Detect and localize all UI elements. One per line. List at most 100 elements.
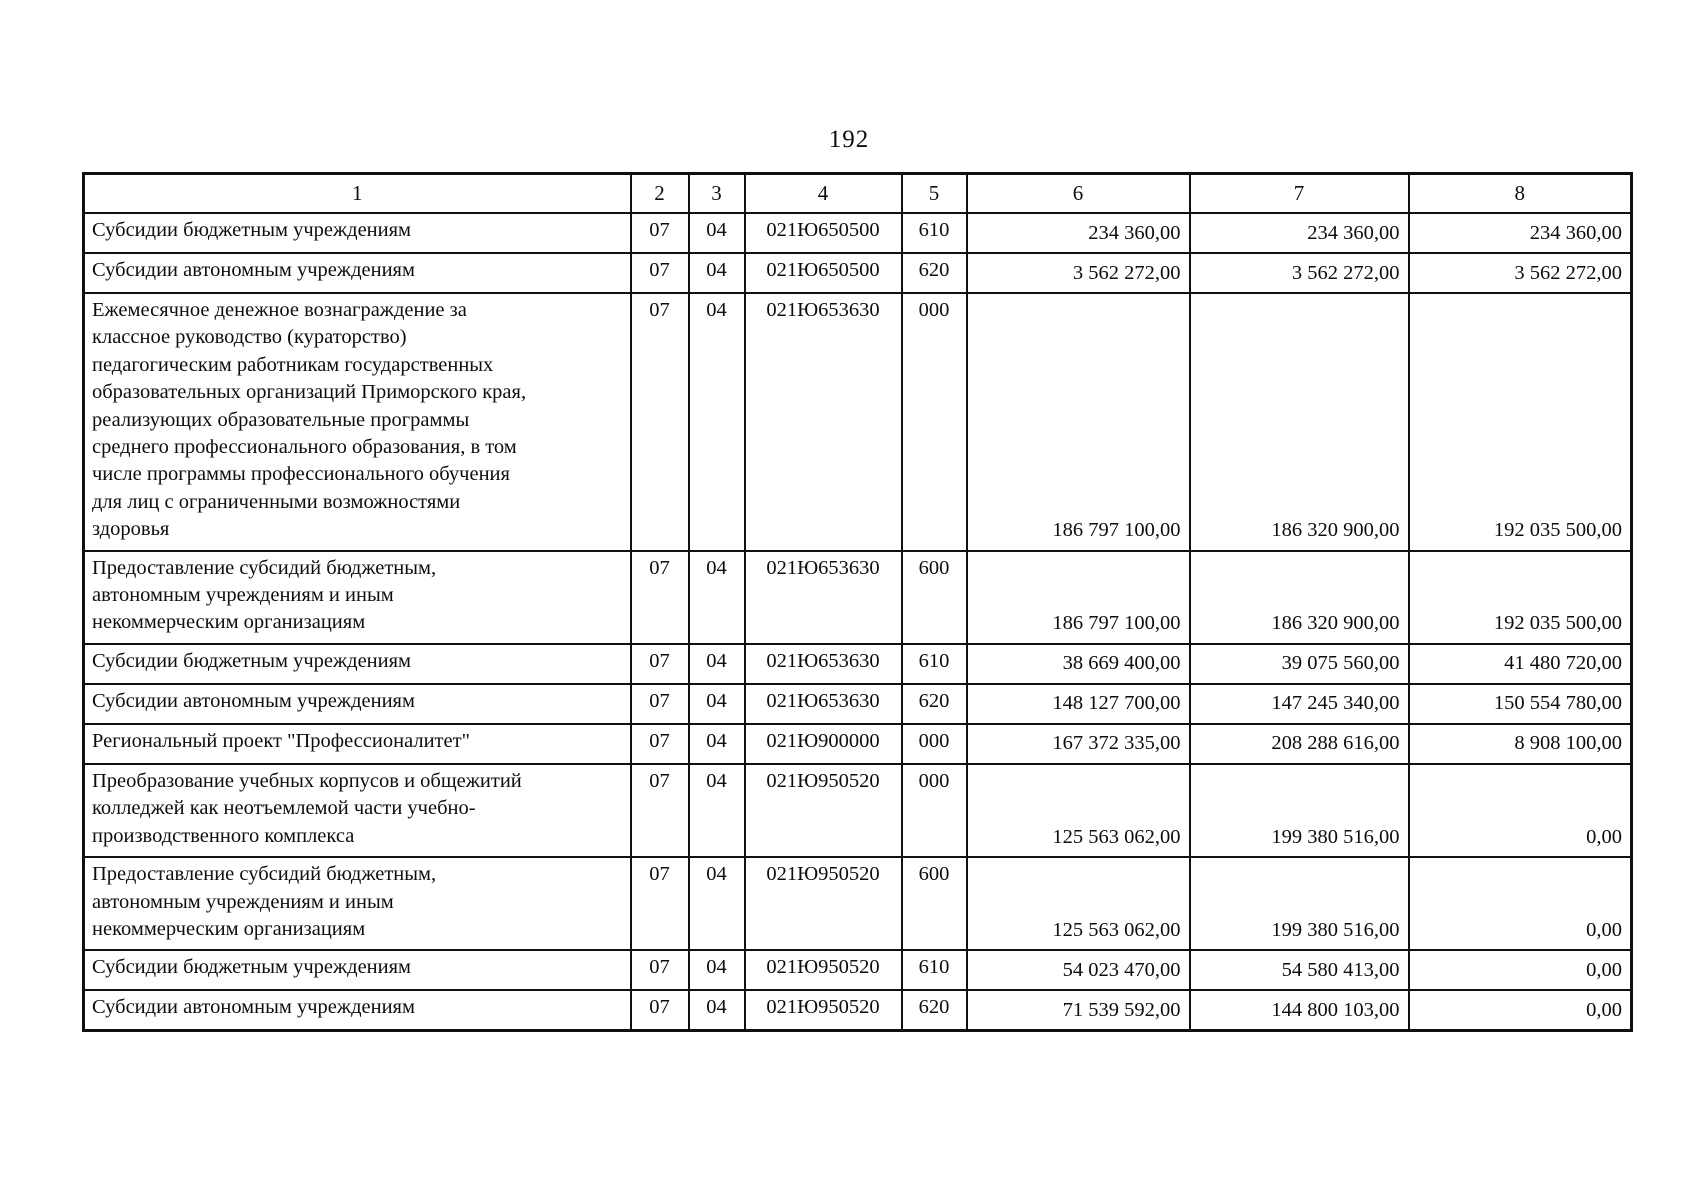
razdel-code-cell: 07: [629, 989, 690, 1032]
table-row: Субсидии бюджетным учреждениям 07 04 021…: [82, 642, 1633, 685]
target-article-cell: 021Ю950520: [743, 989, 903, 1032]
expense-type-cell: 610: [900, 949, 968, 992]
razdel-code-cell: 07: [629, 682, 690, 725]
target-article-cell: 021Ю650500: [743, 212, 903, 254]
amount-cell-col7: 186 320 900,00: [1188, 292, 1410, 552]
amount-cell-col7: 186 320 900,00: [1188, 549, 1410, 645]
table-row: Субсидии бюджетным учреждениям 07 04 021…: [82, 949, 1633, 992]
expense-name-cell: Субсидии бюджетным учреждениям: [82, 949, 632, 992]
table-body: Субсидии бюджетным учреждениям 07 04 021…: [82, 212, 1633, 1032]
target-article-cell: 021Ю950520: [743, 856, 903, 952]
podrazdel-code-cell: 04: [687, 292, 746, 552]
podrazdel-code-cell: 04: [687, 856, 746, 952]
expense-name-cell: Субсидии автономным учреждениям: [82, 252, 632, 294]
target-article-cell: 021Ю650500: [743, 252, 903, 294]
target-article-cell: 021Ю653630: [743, 642, 903, 685]
expense-type-cell: 620: [900, 252, 968, 294]
column-header-4: 4: [743, 172, 903, 214]
amount-cell-col8: 0,00: [1407, 856, 1633, 952]
table-row: Преобразование учебных корпусов и общежи…: [82, 762, 1633, 859]
expense-name-cell: Предоставление субсидий бюджетным, автон…: [82, 549, 632, 645]
expense-name-cell: Субсидии бюджетным учреждениям: [82, 212, 632, 254]
amount-cell-col8: 0,00: [1407, 989, 1633, 1032]
amount-cell-col6: 125 563 062,00: [965, 856, 1191, 952]
expense-name-cell: Предоставление субсидий бюджетным, автон…: [82, 856, 632, 952]
amount-cell-col6: 38 669 400,00: [965, 642, 1191, 685]
expense-type-cell: 600: [900, 549, 968, 645]
table-row: Субсидии автономным учреждениям 07 04 02…: [82, 989, 1633, 1032]
target-article-cell: 021Ю900000: [743, 722, 903, 765]
amount-cell-col6: 234 360,00: [965, 212, 1191, 254]
amount-cell-col6: 186 797 100,00: [965, 549, 1191, 645]
expense-name-cell: Субсидии автономным учреждениям: [82, 989, 632, 1032]
podrazdel-code-cell: 04: [687, 722, 746, 765]
column-header-8: 8: [1407, 172, 1633, 214]
amount-cell-col8: 192 035 500,00: [1407, 292, 1633, 552]
column-header-2: 2: [629, 172, 690, 214]
column-header-7: 7: [1188, 172, 1410, 214]
table-row: Предоставление субсидий бюджетным, автон…: [82, 549, 1633, 645]
amount-cell-col7: 54 580 413,00: [1188, 949, 1410, 992]
amount-cell-col7: 199 380 516,00: [1188, 856, 1410, 952]
amount-cell-col7: 234 360,00: [1188, 212, 1410, 254]
amount-cell-col8: 8 908 100,00: [1407, 722, 1633, 765]
column-header-1: 1: [82, 172, 632, 214]
column-header-5: 5: [900, 172, 968, 214]
column-header-6: 6: [965, 172, 1191, 214]
expense-name-cell: Преобразование учебных корпусов и общежи…: [82, 762, 632, 859]
column-header-3: 3: [687, 172, 746, 214]
target-article-cell: 021Ю950520: [743, 949, 903, 992]
budget-table: 1 2 3 4 5 6 7 8 Субсидии бюджетным учреж…: [82, 172, 1633, 1033]
amount-cell-col8: 192 035 500,00: [1407, 549, 1633, 645]
amount-cell-col8: 0,00: [1407, 949, 1633, 992]
amount-cell-col8: 150 554 780,00: [1407, 682, 1633, 725]
razdel-code-cell: 07: [629, 856, 690, 952]
amount-cell-col7: 144 800 103,00: [1188, 989, 1410, 1032]
podrazdel-code-cell: 04: [687, 549, 746, 645]
podrazdel-code-cell: 04: [687, 212, 746, 254]
podrazdel-code-cell: 04: [687, 989, 746, 1032]
amount-cell-col6: 125 563 062,00: [965, 762, 1191, 859]
expense-type-cell: 610: [900, 642, 968, 685]
expense-name-cell: Региональный проект "Профессионалитет": [82, 722, 632, 765]
amount-cell-col7: 3 562 272,00: [1188, 252, 1410, 294]
expense-type-cell: 600: [900, 856, 968, 952]
podrazdel-code-cell: 04: [687, 949, 746, 992]
razdel-code-cell: 07: [629, 252, 690, 294]
razdel-code-cell: 07: [629, 949, 690, 992]
page-number: 192: [828, 126, 870, 153]
amount-cell-col7: 147 245 340,00: [1188, 682, 1410, 725]
amount-cell-col6: 186 797 100,00: [965, 292, 1191, 552]
amount-cell-col6: 71 539 592,00: [965, 989, 1191, 1032]
expense-name-cell: Ежемесячное денежное вознаграждение за к…: [82, 292, 632, 552]
podrazdel-code-cell: 04: [687, 642, 746, 685]
amount-cell-col7: 39 075 560,00: [1188, 642, 1410, 685]
table-row: Субсидии бюджетным учреждениям 07 04 021…: [82, 212, 1633, 254]
amount-cell-col8: 41 480 720,00: [1407, 642, 1633, 685]
expense-name-cell: Субсидии автономным учреждениям: [82, 682, 632, 725]
podrazdel-code-cell: 04: [687, 762, 746, 859]
table-row: Ежемесячное денежное вознаграждение за к…: [82, 292, 1633, 552]
razdel-code-cell: 07: [629, 292, 690, 552]
expense-type-cell: 610: [900, 212, 968, 254]
razdel-code-cell: 07: [629, 549, 690, 645]
podrazdel-code-cell: 04: [687, 252, 746, 294]
razdel-code-cell: 07: [629, 212, 690, 254]
amount-cell-col8: 3 562 272,00: [1407, 252, 1633, 294]
amount-cell-col6: 3 562 272,00: [965, 252, 1191, 294]
table-header-row: 1 2 3 4 5 6 7 8: [82, 172, 1633, 214]
target-article-cell: 021Ю653630: [743, 549, 903, 645]
target-article-cell: 021Ю653630: [743, 682, 903, 725]
podrazdel-code-cell: 04: [687, 682, 746, 725]
expense-type-cell: 000: [900, 292, 968, 552]
amount-cell-col8: 0,00: [1407, 762, 1633, 859]
expense-type-cell: 620: [900, 682, 968, 725]
expense-name-cell: Субсидии бюджетным учреждениям: [82, 642, 632, 685]
razdel-code-cell: 07: [629, 642, 690, 685]
table-row: Предоставление субсидий бюджетным, автон…: [82, 856, 1633, 952]
amount-cell-col6: 167 372 335,00: [965, 722, 1191, 765]
table-row: Субсидии автономным учреждениям 07 04 02…: [82, 252, 1633, 294]
expense-type-cell: 620: [900, 989, 968, 1032]
amount-cell-col8: 234 360,00: [1407, 212, 1633, 254]
